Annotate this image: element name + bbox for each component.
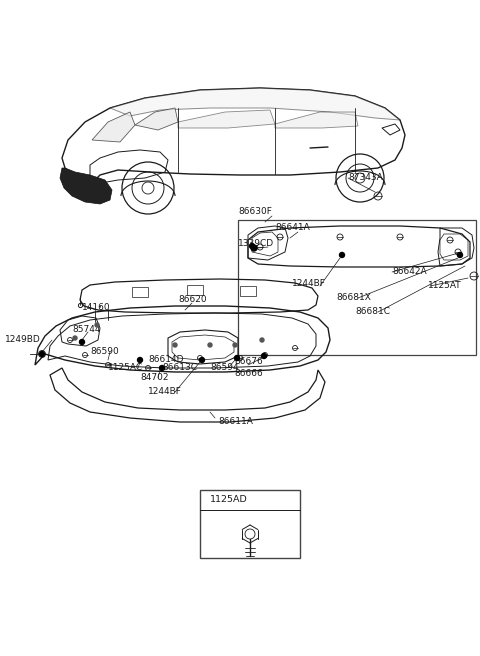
Text: 86642A: 86642A xyxy=(392,268,427,276)
Circle shape xyxy=(73,336,77,340)
Text: 1125AT: 1125AT xyxy=(428,281,462,291)
Text: 86611A: 86611A xyxy=(218,417,253,426)
Polygon shape xyxy=(110,88,400,120)
Circle shape xyxy=(457,253,463,258)
Polygon shape xyxy=(275,112,358,128)
Circle shape xyxy=(251,245,257,251)
Circle shape xyxy=(262,354,266,358)
Polygon shape xyxy=(178,110,275,128)
Text: 86681X: 86681X xyxy=(336,293,371,302)
Text: 86666: 86666 xyxy=(234,369,263,377)
Circle shape xyxy=(39,352,45,356)
Circle shape xyxy=(173,343,177,347)
Circle shape xyxy=(200,358,204,363)
Text: 1249BD: 1249BD xyxy=(5,335,41,344)
Text: 87343A: 87343A xyxy=(348,173,383,182)
Circle shape xyxy=(260,338,264,342)
Text: 86613C: 86613C xyxy=(162,363,197,373)
Text: 84702: 84702 xyxy=(140,373,168,382)
Text: 1125AD: 1125AD xyxy=(210,495,248,504)
Text: 86614D: 86614D xyxy=(148,356,183,365)
Text: 1244BF: 1244BF xyxy=(292,279,326,289)
Circle shape xyxy=(339,253,345,258)
Circle shape xyxy=(208,343,212,347)
Text: 86594: 86594 xyxy=(210,363,239,373)
Text: 86620: 86620 xyxy=(178,295,206,304)
Text: 14160: 14160 xyxy=(82,304,110,312)
Circle shape xyxy=(80,340,84,344)
Text: 1125AC: 1125AC xyxy=(108,363,143,373)
Circle shape xyxy=(95,323,99,327)
Text: 86630F: 86630F xyxy=(238,207,272,216)
Text: 1244BF: 1244BF xyxy=(148,388,182,396)
Polygon shape xyxy=(135,108,178,130)
Text: 86676: 86676 xyxy=(234,356,263,365)
Text: 1339CD: 1339CD xyxy=(238,239,274,249)
Text: 86681C: 86681C xyxy=(355,308,390,316)
Circle shape xyxy=(250,243,254,249)
Text: 86641A: 86641A xyxy=(275,224,310,232)
Polygon shape xyxy=(60,168,112,204)
Circle shape xyxy=(137,358,143,363)
Text: 86590: 86590 xyxy=(90,348,119,356)
Text: 85744: 85744 xyxy=(72,325,100,335)
Circle shape xyxy=(233,343,237,347)
Circle shape xyxy=(159,365,165,371)
Polygon shape xyxy=(92,112,135,142)
Circle shape xyxy=(235,356,240,361)
